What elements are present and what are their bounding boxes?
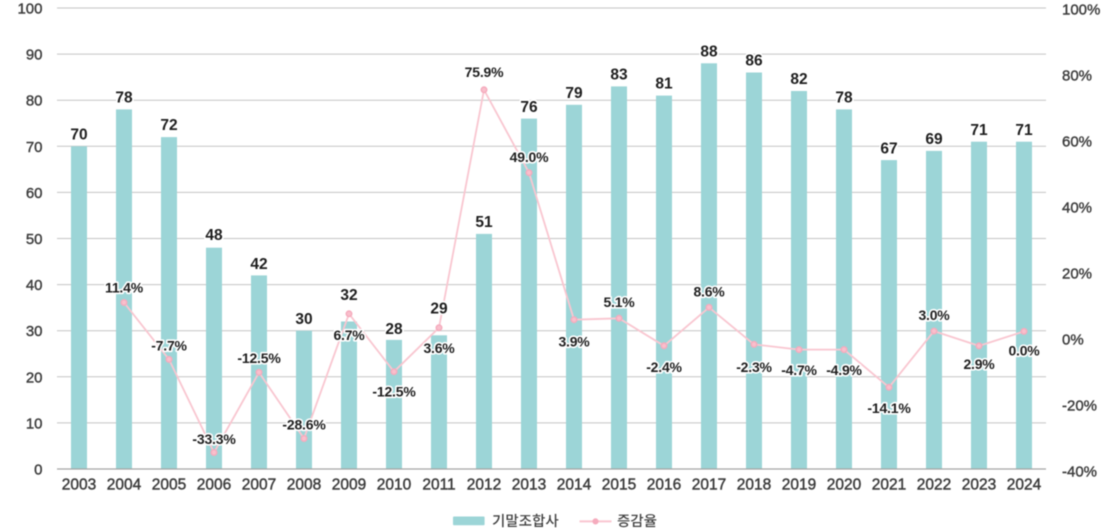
svg-text:20: 20 (26, 369, 43, 386)
svg-text:70: 70 (70, 126, 87, 143)
svg-text:79: 79 (565, 85, 583, 102)
svg-text:48: 48 (205, 227, 223, 244)
svg-text:30: 30 (26, 323, 43, 340)
svg-text:-4.9%: -4.9% (826, 362, 862, 378)
svg-text:2009: 2009 (332, 477, 366, 494)
svg-text:71: 71 (970, 122, 988, 139)
svg-text:78: 78 (835, 90, 853, 107)
svg-text:-14.1%: -14.1% (867, 400, 911, 416)
svg-text:2004: 2004 (107, 477, 142, 494)
svg-text:60: 60 (26, 185, 43, 202)
svg-text:81: 81 (655, 76, 673, 93)
svg-text:-12.5%: -12.5% (237, 350, 281, 366)
svg-text:2011: 2011 (422, 477, 455, 494)
svg-text:-33.3%: -33.3% (192, 431, 236, 447)
svg-text:29: 29 (430, 301, 448, 318)
svg-text:88: 88 (700, 44, 718, 61)
svg-text:2007: 2007 (242, 477, 276, 494)
svg-text:2006: 2006 (197, 477, 231, 494)
svg-text:71: 71 (1015, 122, 1033, 139)
svg-text:10: 10 (26, 415, 43, 432)
svg-text:100: 100 (17, 1, 42, 18)
svg-text:28: 28 (385, 321, 403, 338)
svg-text:2010: 2010 (377, 477, 412, 494)
svg-text:69: 69 (925, 131, 943, 148)
svg-text:6.7%: 6.7% (333, 327, 365, 343)
svg-text:20%: 20% (1062, 266, 1092, 283)
svg-text:90: 90 (26, 47, 43, 64)
svg-text:51: 51 (475, 214, 493, 231)
svg-text:72: 72 (160, 117, 177, 134)
svg-text:32: 32 (340, 287, 357, 304)
svg-text:0.0%: 0.0% (1008, 343, 1040, 359)
svg-text:42: 42 (250, 256, 267, 273)
svg-text:30: 30 (295, 311, 312, 328)
svg-text:2.9%: 2.9% (963, 356, 995, 372)
svg-text:86: 86 (745, 53, 763, 70)
svg-text:50: 50 (26, 231, 43, 248)
svg-text:-12.5%: -12.5% (372, 384, 416, 400)
svg-text:0: 0 (34, 462, 42, 479)
svg-text:2022: 2022 (917, 477, 951, 494)
svg-text:3.6%: 3.6% (423, 340, 455, 356)
svg-text:-2.4%: -2.4% (646, 359, 682, 375)
svg-text:11.4%: 11.4% (105, 280, 144, 296)
svg-text:2016: 2016 (647, 477, 681, 494)
svg-text:2023: 2023 (962, 477, 996, 494)
svg-text:2024: 2024 (1007, 477, 1042, 494)
svg-text:0%: 0% (1062, 332, 1084, 349)
svg-text:-7.7%: -7.7% (151, 338, 187, 354)
svg-text:5.1%: 5.1% (603, 294, 635, 310)
svg-text:40: 40 (26, 277, 43, 294)
svg-text:67: 67 (880, 140, 897, 157)
svg-text:-40%: -40% (1062, 464, 1097, 481)
svg-text:-28.6%: -28.6% (282, 416, 326, 432)
svg-text:-4.7%: -4.7% (781, 362, 817, 378)
svg-text:2018: 2018 (737, 477, 771, 494)
svg-text:2017: 2017 (692, 477, 726, 494)
svg-text:2021: 2021 (872, 477, 906, 494)
svg-text:76: 76 (520, 99, 538, 116)
svg-text:82: 82 (790, 71, 807, 88)
svg-text:2003: 2003 (62, 477, 96, 494)
svg-text:2015: 2015 (602, 477, 636, 494)
svg-text:2014: 2014 (557, 477, 592, 494)
svg-text:100%: 100% (1062, 2, 1100, 19)
svg-text:2019: 2019 (782, 477, 816, 494)
svg-text:40%: 40% (1062, 200, 1092, 217)
svg-text:2020: 2020 (827, 477, 862, 494)
svg-text:-20%: -20% (1062, 398, 1097, 415)
svg-text:80: 80 (26, 93, 43, 110)
svg-text:2005: 2005 (152, 477, 186, 494)
svg-text:80%: 80% (1062, 68, 1092, 85)
svg-text:70: 70 (26, 139, 43, 156)
svg-text:60%: 60% (1062, 134, 1092, 151)
svg-text:75.9%: 75.9% (465, 64, 504, 80)
svg-text:2008: 2008 (287, 477, 321, 494)
svg-text:8.6%: 8.6% (693, 283, 725, 299)
svg-text:78: 78 (115, 90, 133, 107)
svg-text:-2.3%: -2.3% (736, 359, 772, 375)
svg-text:49.0%: 49.0% (510, 149, 549, 165)
svg-text:2012: 2012 (467, 477, 501, 494)
svg-text:2013: 2013 (512, 477, 546, 494)
svg-text:3.0%: 3.0% (918, 307, 950, 323)
svg-text:83: 83 (610, 67, 628, 84)
svg-text:3.9%: 3.9% (558, 334, 590, 350)
